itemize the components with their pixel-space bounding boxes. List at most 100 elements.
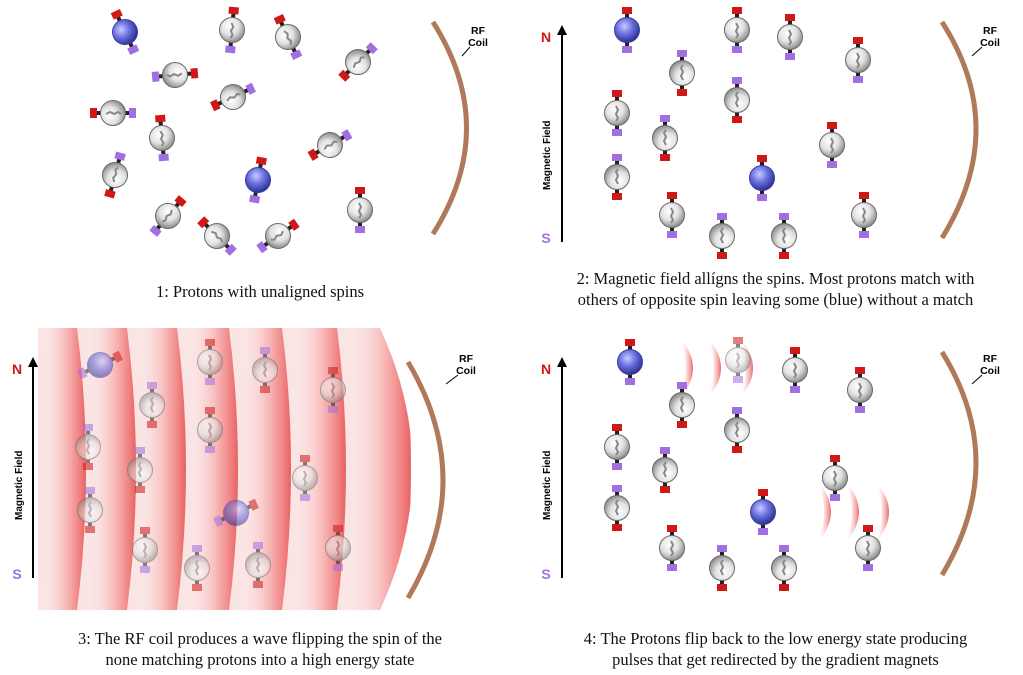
wave-band: [85, 328, 136, 610]
proton: [197, 216, 237, 256]
north-cap: [135, 486, 145, 493]
field-label: Magnetic Field: [542, 451, 553, 520]
proton: [604, 485, 630, 531]
caption-line: 3: The RF coil produces a wave flipping …: [78, 629, 442, 648]
north-cap: [717, 252, 727, 259]
proton: [197, 407, 223, 453]
pulse-arc: [876, 482, 889, 542]
proton-unmatched: [110, 9, 140, 55]
south-cap: [612, 129, 622, 136]
south-cap: [151, 71, 160, 82]
north-cap: [827, 122, 837, 129]
proton-unmatched: [614, 7, 640, 53]
proton: [245, 542, 271, 588]
proton: [709, 213, 735, 259]
north-cap: [733, 337, 743, 344]
south-cap: [213, 515, 224, 528]
rf-coil-panel-4: RF Coil: [939, 350, 1000, 577]
north-cap: [612, 424, 622, 431]
north-cap: [333, 525, 343, 532]
proton: [851, 192, 877, 238]
south-cap: [830, 494, 840, 501]
north-cap: [660, 486, 670, 493]
field-label: Magnetic Field: [542, 121, 553, 190]
north-cap: [288, 218, 300, 231]
north-cap: [790, 347, 800, 354]
north-cap: [147, 421, 157, 428]
north-cap: [338, 69, 351, 82]
south-cap: [660, 115, 670, 122]
north-cap: [104, 189, 116, 199]
north-cap: [328, 367, 338, 374]
north-cap: [859, 192, 869, 199]
proton: [782, 347, 808, 393]
south-cap: [779, 545, 789, 552]
proton: [273, 14, 303, 60]
proton: [252, 347, 278, 393]
pulse-arc: [846, 482, 859, 542]
south-cap: [127, 44, 140, 55]
magnetic-field-panel-3: N S Magnetic Field: [12, 357, 38, 582]
proton: [197, 339, 223, 385]
south-cap: [790, 386, 800, 393]
proton: [347, 187, 373, 233]
north-cap: [667, 192, 677, 199]
proton: [819, 122, 845, 168]
south-cap: [129, 108, 136, 118]
north-cap: [174, 195, 187, 207]
north-cap: [205, 339, 215, 346]
proton: [669, 382, 695, 428]
coil-label: Coil: [980, 365, 1000, 377]
north-cap: [677, 89, 687, 96]
proton: [149, 114, 175, 162]
proton: [256, 218, 300, 254]
caption-panel-1: 1: Protons with unaligned spins: [0, 281, 520, 302]
rf-coil-panel-2: RF Coil: [939, 20, 1000, 240]
south-cap: [677, 382, 687, 389]
north-cap: [779, 252, 789, 259]
caption-line: others of opposite spin leaving some (bl…: [577, 290, 974, 309]
south-cap: [717, 213, 727, 220]
south-cap: [733, 376, 743, 383]
caption-line: 4: The Protons flip back to the low ener…: [583, 629, 968, 648]
proton: [320, 367, 346, 413]
proton: [338, 42, 378, 82]
south-label: S: [12, 566, 21, 582]
north-cap: [758, 489, 768, 496]
proton: [139, 382, 165, 428]
wave-band: [345, 328, 411, 610]
rf-label: RF: [983, 353, 998, 365]
south-cap: [863, 564, 873, 571]
south-cap: [224, 243, 237, 256]
south-cap: [77, 367, 88, 380]
proton: [604, 424, 630, 470]
proton: [771, 545, 797, 591]
proton: [292, 455, 318, 501]
south-cap: [827, 161, 837, 168]
proton-unmatched: [617, 339, 643, 385]
south-cap: [249, 194, 261, 204]
proton: [307, 129, 353, 161]
magnetic-field-panel-2: N S Magnetic Field: [541, 25, 567, 246]
proton: [724, 407, 750, 453]
south-cap: [612, 485, 622, 492]
field-label: Magnetic Field: [14, 451, 25, 520]
caption-line: 1: Protons with unaligned spins: [155, 282, 365, 301]
protons: [75, 6, 881, 591]
south-cap: [625, 378, 635, 385]
south-cap: [83, 424, 93, 431]
south-cap: [667, 564, 677, 571]
north-cap: [622, 7, 632, 14]
north-label: N: [12, 361, 22, 377]
south-cap: [300, 494, 310, 501]
south-cap: [758, 528, 768, 535]
north-cap: [677, 421, 687, 428]
proton: [102, 151, 128, 199]
south-cap: [85, 487, 95, 494]
coil-label: Coil: [980, 37, 1000, 49]
south-cap: [290, 49, 303, 60]
north-cap: [612, 90, 622, 97]
south-cap: [779, 213, 789, 220]
proton: [184, 545, 210, 591]
